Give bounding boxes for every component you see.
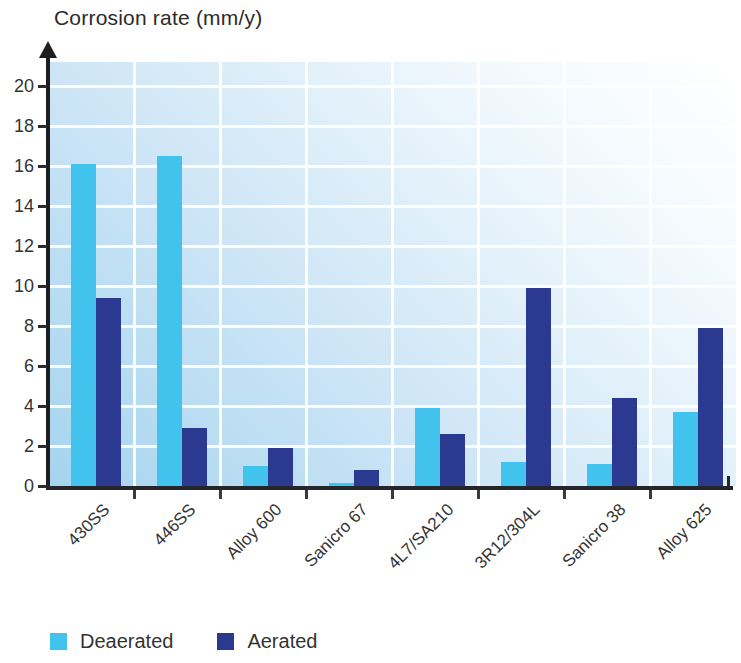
- v-gridline-3: [305, 62, 308, 486]
- corrosion-rate-bar-chart: Corrosion rate (mm/y) 024681012141618204…: [0, 0, 741, 663]
- bar-aerated-alloy-600: [268, 448, 293, 486]
- bar-deaerated-alloy-625: [673, 412, 698, 486]
- bar-deaerated-4l7-sa210: [415, 408, 440, 486]
- x-axis-end-notch: [727, 476, 730, 488]
- y-tick-label-10: 10: [0, 276, 34, 296]
- x-tick-4: [391, 490, 394, 499]
- y-tick-12: [38, 245, 47, 248]
- x-tick-2: [219, 490, 222, 499]
- legend: Deaerated Aerated: [50, 630, 317, 653]
- y-axis-line: [46, 56, 50, 490]
- bar-aerated-430ss: [96, 298, 121, 486]
- bar-deaerated-430ss: [71, 164, 96, 486]
- legend-label-aerated: Aerated: [247, 630, 317, 653]
- bar-aerated-sanicro-38: [612, 398, 637, 486]
- x-tick-3: [305, 490, 308, 499]
- legend-label-deaerated: Deaerated: [80, 630, 173, 653]
- aerated-swatch-icon: [217, 633, 234, 650]
- x-tick-6: [563, 490, 566, 499]
- v-gridline-1: [133, 62, 136, 486]
- y-tick-label-18: 18: [0, 116, 34, 136]
- v-gridline-5: [477, 62, 480, 486]
- y-tick-label-8: 8: [0, 316, 34, 336]
- bar-deaerated-sanicro-38: [587, 464, 612, 486]
- legend-item-deaerated: Deaerated: [50, 630, 173, 653]
- bar-aerated-alloy-625: [698, 328, 723, 486]
- y-tick-label-14: 14: [0, 196, 34, 216]
- y-tick-8: [38, 325, 47, 328]
- chart-title: Corrosion rate (mm/y): [54, 6, 262, 30]
- bar-aerated-446ss: [182, 428, 207, 486]
- y-tick-10: [38, 285, 47, 288]
- legend-item-aerated: Aerated: [217, 630, 317, 653]
- bar-deaerated-3r12-304l: [501, 462, 526, 486]
- bar-deaerated-446ss: [157, 156, 182, 486]
- y-tick-18: [38, 125, 47, 128]
- y-tick-20: [38, 85, 47, 88]
- y-tick-4: [38, 405, 47, 408]
- y-tick-label-4: 4: [0, 396, 34, 416]
- y-tick-label-12: 12: [0, 236, 34, 256]
- v-gridline-6: [563, 62, 566, 486]
- x-axis-line: [46, 486, 733, 490]
- bar-aerated-sanicro-67: [354, 470, 379, 486]
- y-tick-label-6: 6: [0, 356, 34, 376]
- plot-area: [48, 62, 736, 486]
- x-tick-1: [133, 490, 136, 499]
- y-tick-0: [38, 485, 47, 488]
- y-tick-label-16: 16: [0, 156, 34, 176]
- v-gridline-7: [649, 62, 652, 486]
- y-tick-label-2: 2: [0, 436, 34, 456]
- y-tick-label-0: 0: [0, 476, 34, 496]
- v-gridline-4: [391, 62, 394, 486]
- deaerated-swatch-icon: [50, 633, 67, 650]
- y-tick-label-20: 20: [0, 76, 34, 96]
- x-tick-7: [649, 490, 652, 499]
- bar-deaerated-alloy-600: [243, 466, 268, 486]
- x-tick-5: [477, 490, 480, 499]
- v-gridline-2: [219, 62, 222, 486]
- y-tick-14: [38, 205, 47, 208]
- y-axis-arrow-icon: [39, 41, 57, 58]
- bar-aerated-4l7-sa210: [440, 434, 465, 486]
- y-tick-16: [38, 165, 47, 168]
- y-tick-6: [38, 365, 47, 368]
- bar-aerated-3r12-304l: [526, 288, 551, 486]
- y-tick-2: [38, 445, 47, 448]
